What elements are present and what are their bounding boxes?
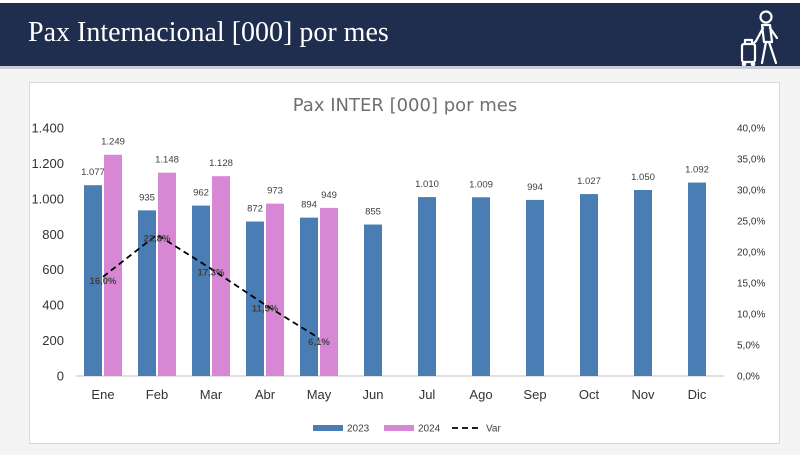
header-bar: Pax Internacional [000] por mes (0, 3, 800, 66)
data-label-2023: 1.009 (469, 179, 493, 190)
y-left-tick-label: 0 (57, 369, 64, 384)
data-label-var: 22,8% (144, 234, 171, 245)
bar-2024-may (320, 207, 338, 376)
traveler-with-suitcase-icon (740, 10, 779, 66)
x-tick-label: Abr (255, 387, 276, 402)
x-tick-label: Sep (523, 387, 546, 402)
bar-2023-jun (364, 224, 382, 376)
legend-swatch-2023 (313, 425, 343, 431)
data-label-2023: 872 (247, 204, 263, 215)
x-tick-label: Ago (469, 387, 492, 402)
x-tick-label: May (307, 387, 332, 402)
data-label-var: 16,0% (90, 276, 117, 287)
y-left-tick-label: 800 (42, 227, 64, 242)
bar-2023-nov (634, 190, 652, 376)
x-tick-label: Jun (363, 387, 384, 402)
y-left-tick-label: 200 (42, 333, 64, 348)
y-left-tick-label: 1.000 (31, 191, 64, 206)
data-label-2023: 935 (139, 192, 155, 203)
legend-label-2023: 2023 (347, 424, 370, 435)
x-tick-label: Nov (631, 387, 655, 402)
y-right-tick-label: 10,0% (737, 310, 765, 321)
chart-title: Pax INTER [000] por mes (293, 95, 518, 116)
x-tick-label: Feb (146, 387, 168, 402)
data-label-2023: 1.092 (685, 165, 709, 176)
bar-2023-ago (472, 197, 490, 376)
data-label-2023: 894 (301, 200, 317, 211)
data-label-2023: 1.027 (577, 176, 601, 187)
y-right-tick-label: 35,0% (737, 155, 765, 166)
data-label-var: 17,3% (198, 268, 225, 279)
y-right-axis: 0,0% 5,0% 10,0% 15,0% 20,0% 25,0% 30,0% 35,0% 40… (737, 124, 765, 383)
bar-2024-ene (104, 154, 122, 376)
y-left-tick-label: 600 (42, 262, 64, 277)
bar-2023-jul (418, 197, 436, 376)
data-label-2024: 949 (321, 190, 337, 201)
y-right-tick-label: 5,0% (737, 341, 760, 352)
legend-label-Var: Var (486, 424, 501, 435)
data-label-var: 11,5% (252, 304, 279, 315)
data-label-2024: 973 (267, 186, 283, 197)
legend: 2023 2024 Var (313, 424, 501, 435)
y-right-tick-label: 20,0% (737, 248, 765, 259)
legend-label-2024: 2024 (418, 424, 441, 435)
data-label-2023: 855 (365, 207, 381, 218)
data-label-2023: 1.010 (415, 179, 439, 190)
bar-2023-dic (688, 182, 706, 376)
y-right-tick-label: 40,0% (737, 124, 765, 135)
header-underline (0, 66, 800, 69)
x-tick-label: Oct (579, 387, 600, 402)
data-label-2023: 1.050 (631, 172, 655, 183)
bars: 1.077 1.249 935 1.148 962 1.128 872 973 894 949 85… (81, 137, 709, 376)
var-line: 16,0% 22,8% 17,3% 11,5% 6,1% (90, 233, 330, 348)
y-left-tick-label: 1.200 (31, 156, 64, 171)
x-tick-label: Dic (688, 387, 707, 402)
page-title: Pax Internacional [000] por mes (28, 17, 389, 48)
data-label-2024: 1.249 (101, 137, 125, 148)
x-axis: Ene Feb Mar Abr May Jun Jul Ago Sep Oct Nov Dic (91, 387, 706, 402)
y-left-tick-label: 400 (42, 298, 64, 313)
x-tick-label: Mar (200, 387, 223, 402)
bar-2023-feb (138, 210, 156, 376)
x-tick-label: Jul (419, 387, 436, 402)
bar-2023-mar (192, 205, 210, 376)
data-label-2024: 1.148 (155, 155, 179, 166)
legend-swatch-2024 (384, 425, 414, 431)
y-left-tick-label: 1.400 (31, 121, 64, 136)
data-label-2024: 1.128 (209, 158, 233, 169)
line-series-var (102, 233, 320, 339)
bar-2024-feb (158, 172, 176, 376)
x-tick-label: Ene (91, 387, 114, 402)
data-label-2023: 1.077 (81, 167, 105, 178)
bar-2024-abr (266, 203, 284, 376)
bar-2023-may (300, 217, 318, 376)
bar-2023-ene (84, 185, 102, 376)
bar-2023-oct (580, 194, 598, 376)
y-left-axis: 0 200 400 600 800 1.000 1.200 1.400 (31, 121, 64, 384)
bar-2023-sep (526, 199, 544, 376)
top-strip (0, 0, 800, 3)
data-label-var: 6,1% (308, 337, 330, 348)
y-right-tick-label: 25,0% (737, 217, 765, 228)
data-label-2023: 994 (527, 182, 543, 193)
data-label-2023: 962 (193, 188, 209, 199)
y-right-tick-label: 15,0% (737, 279, 765, 290)
y-right-tick-label: 0,0% (737, 372, 760, 383)
y-right-tick-label: 30,0% (737, 186, 765, 197)
